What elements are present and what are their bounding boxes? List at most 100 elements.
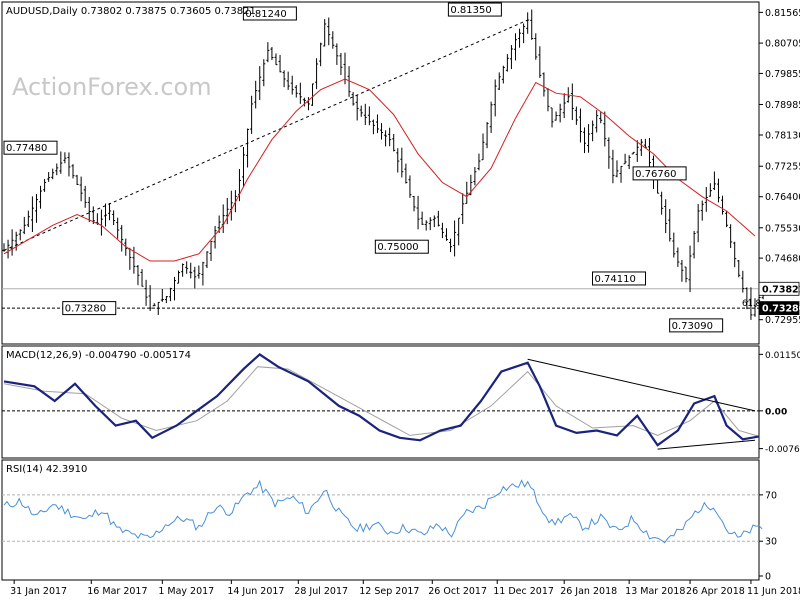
price-annotation-box — [62, 301, 117, 316]
ohlc-bar — [168, 287, 172, 302]
price-annotation-label: 0.74110 — [595, 274, 636, 285]
price-y-tick-label: 0.79855 — [765, 69, 800, 80]
ohlc-bar — [449, 238, 453, 253]
ohlc-bar — [712, 171, 716, 191]
x-tick-label: 14 Jun 2017 — [227, 586, 284, 597]
ohlc-bar — [404, 163, 408, 184]
ohlc-bar — [522, 23, 526, 44]
ohlc-bar — [716, 178, 720, 203]
ohlc-bar — [668, 209, 672, 242]
x-tick-label: 1 May 2017 — [158, 586, 214, 597]
ohlc-bar — [635, 140, 639, 162]
ohlc-bar — [696, 204, 700, 243]
rsi-line — [3, 479, 763, 544]
ohlc-bar — [416, 195, 420, 230]
support-price-tag: 0.73280 — [758, 301, 800, 315]
ohlc-bar — [570, 83, 574, 121]
ohlc-bar — [432, 215, 436, 228]
ohlc-bar — [347, 66, 351, 97]
ohlc-bar — [172, 276, 176, 301]
ohlc-bar — [676, 247, 680, 267]
ohlc-bar — [513, 33, 517, 61]
ohlc-bar — [26, 210, 30, 228]
ohlc-bar — [148, 285, 152, 311]
x-tick-label: 12 Sep 2017 — [359, 586, 419, 597]
ohlc-bar — [47, 172, 51, 182]
ohlc-bar — [603, 111, 607, 147]
ohlc-bar — [457, 217, 461, 246]
ohlc-bar — [311, 83, 315, 106]
ohlc-bar — [371, 119, 375, 135]
ohlc-bar — [71, 164, 75, 179]
ohlc-bar — [660, 191, 664, 215]
macd-y-tick-label: 0.011508 — [765, 351, 800, 361]
ohlc-bar — [14, 231, 18, 251]
ohlc-bar — [733, 241, 737, 268]
ohlc-bar — [164, 296, 168, 304]
ohlc-bar — [302, 97, 306, 107]
ohlc-bar — [700, 200, 704, 221]
macd-title: MACD(12,26,9) -0.004790 -0.005174 — [6, 350, 191, 361]
ohlc-bar — [599, 112, 603, 124]
ohlc-bar — [266, 42, 270, 63]
ohlc-bar — [440, 222, 444, 239]
ohlc-bar — [550, 107, 554, 128]
current-price-tag-label: 0.73821 — [762, 284, 800, 295]
x-tick-label: 16 Mar 2017 — [87, 586, 147, 597]
ohlc-bar — [18, 229, 22, 241]
ohlc-bar — [282, 70, 286, 88]
price-annotation: 0.77480 — [3, 140, 58, 155]
price-annotation-label: 0.81350 — [450, 5, 491, 16]
ohlc-bar — [392, 134, 396, 152]
ohlc-bar — [274, 53, 278, 66]
ohlc-bar — [424, 220, 428, 231]
price-annotation-box — [632, 166, 687, 181]
ohlc-bar — [315, 58, 319, 90]
price-annotation-box — [669, 318, 724, 333]
ohlc-bar — [201, 261, 205, 286]
price-y-tick-label: 0.80705 — [765, 39, 800, 50]
ohlc-bar — [680, 259, 684, 282]
macd-signal-line — [3, 366, 760, 437]
ohlc-bar — [721, 195, 725, 215]
ohlc-bar — [534, 33, 538, 60]
price-annotation-label: 0.77480 — [6, 143, 47, 154]
price-annotation-box — [242, 6, 297, 21]
ohlc-bar — [30, 196, 34, 233]
ohlc-bar — [489, 101, 493, 133]
trendline — [3, 19, 528, 251]
ohlc-bar — [509, 45, 513, 70]
price-annotation: 0.75000 — [374, 239, 429, 254]
ohlc-bar — [359, 105, 363, 117]
ohlc-bar — [22, 216, 26, 235]
price-y-tick-label: 0.81565 — [765, 8, 800, 19]
ohlc-bar — [684, 266, 688, 283]
ohlc-bar — [412, 195, 416, 212]
macd-y-tick-label: 0.00 — [765, 407, 787, 417]
ohlc-bar — [323, 19, 327, 47]
ohlc-bar — [10, 229, 14, 256]
ohlc-bar — [242, 146, 246, 188]
ohlc-bar — [384, 130, 388, 147]
ohlc-bar — [737, 260, 741, 278]
ohlc-bar — [497, 72, 501, 91]
price-annotation: 0.73090 — [669, 318, 724, 333]
ohlc-bar — [108, 203, 112, 221]
ohlc-bar — [745, 287, 749, 310]
ohlc-bar — [526, 12, 530, 34]
ohlc-bar — [688, 245, 692, 293]
ohlc-bar — [363, 103, 367, 126]
ohlc-bar — [436, 210, 440, 227]
watermark: ActionForex.com — [12, 73, 212, 101]
ohlc-bar — [152, 303, 156, 307]
ohlc-bar — [461, 193, 465, 224]
x-tick-label: 26 Jan 2018 — [560, 586, 617, 597]
ohlc-bar — [396, 148, 400, 173]
ohlc-bar — [444, 228, 448, 241]
macd-trendline — [657, 439, 756, 450]
ohlc-bar — [120, 225, 124, 252]
rsi-title: RSI(14) 42.3910 — [6, 464, 87, 475]
